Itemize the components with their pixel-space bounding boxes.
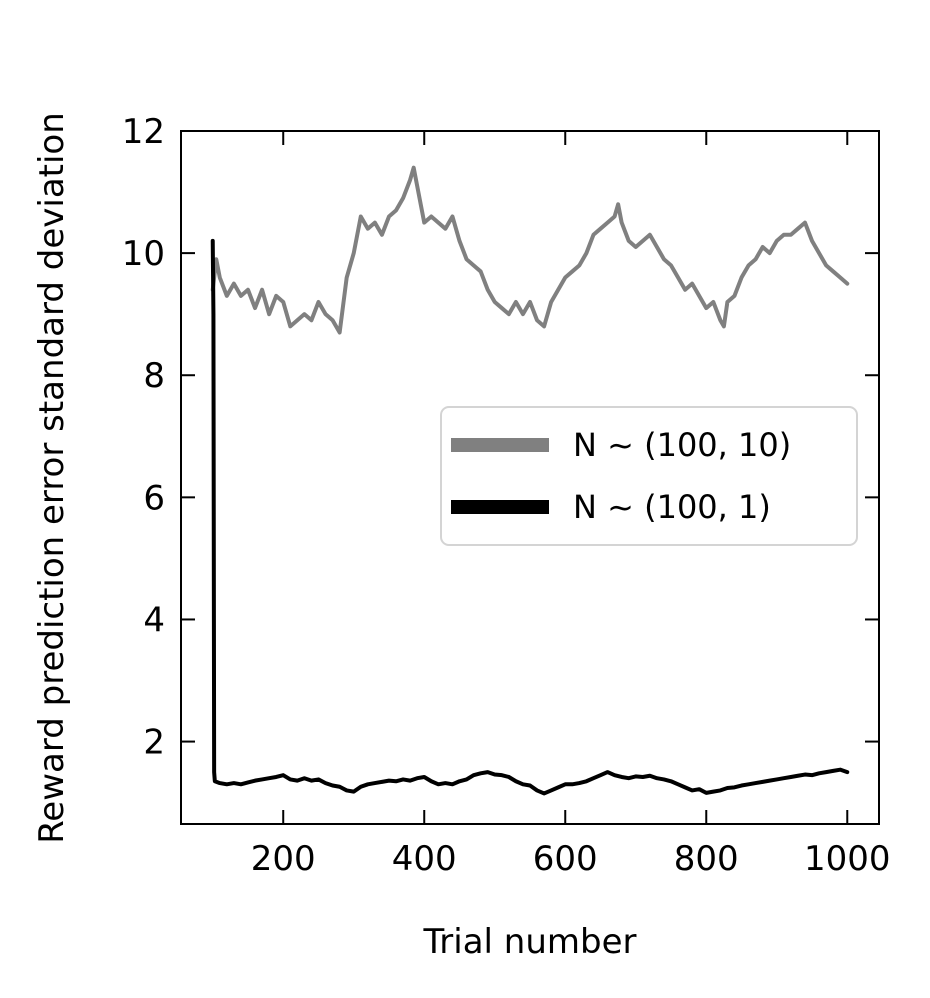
series-layer	[210, 165, 850, 796]
y-tick-label-3: 6	[143, 478, 165, 518]
y-tick-label-4: 8	[143, 356, 165, 396]
series-line-1	[210, 165, 850, 335]
x-tick-label-2: 400	[392, 839, 457, 879]
y-tick-label-6: 12	[122, 112, 165, 152]
axes-layer	[180, 130, 880, 825]
plot-frame	[180, 130, 880, 825]
legend-label-1: N ~ (100, 10)	[573, 426, 791, 464]
x-tick-label-4: 800	[674, 839, 739, 879]
y-tick-label-1: 2	[143, 723, 165, 763]
legend-label-2: N ~ (100, 1)	[573, 488, 771, 526]
y-tick-label-2: 4	[143, 600, 165, 640]
series-line-2	[210, 238, 850, 796]
x-tick-label-5: 1000	[804, 839, 891, 879]
x-tick-label-3: 600	[533, 839, 598, 879]
x-axis-label: Trial number	[423, 922, 637, 962]
x-tick-label-1: 200	[251, 839, 316, 879]
legend: N ~ (100, 10) N ~ (100, 1)	[440, 406, 858, 546]
y-tick-label-5: 10	[122, 234, 165, 274]
labels-layer: 200 400 600 800 1000 2 4 6 8 10 12 Trial number Rewa…	[32, 112, 891, 962]
y-axis-label: Reward prediction error standard deviati…	[32, 112, 72, 844]
